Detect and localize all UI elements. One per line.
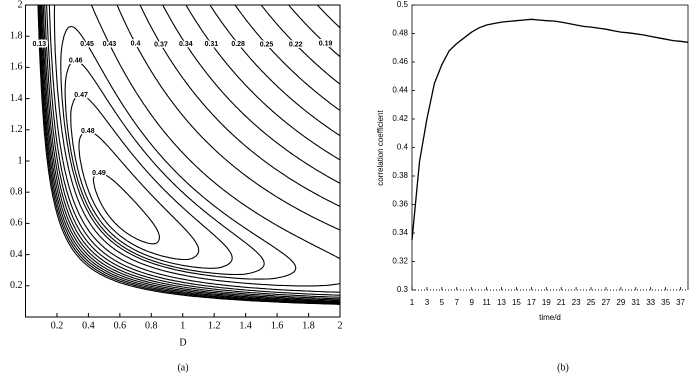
x-axis-label: D bbox=[179, 337, 186, 348]
y-tick-label: 0.4 bbox=[397, 143, 409, 152]
contour-line bbox=[92, 172, 160, 245]
y-tick-label: 1.4 bbox=[10, 93, 23, 104]
y-tick-label: 0.3 bbox=[397, 285, 409, 294]
contour-line bbox=[44, 4, 341, 298]
contour-line bbox=[38, 4, 341, 305]
x-tick-label: 1.4 bbox=[239, 320, 252, 331]
contour-line bbox=[46, 4, 341, 296]
contour-label: 0.16 bbox=[33, 41, 47, 48]
x-tick-label: 2 bbox=[338, 320, 343, 331]
contour-label: 0.49 bbox=[92, 170, 106, 177]
contour-line bbox=[40, 4, 341, 302]
y-tick-label: 0.42 bbox=[392, 114, 408, 123]
x-tick-label: 1.8 bbox=[302, 320, 315, 331]
y-tick-label: 1.6 bbox=[10, 62, 23, 73]
y-tick-label: 0.44 bbox=[392, 86, 408, 95]
x-tick-label: 7 bbox=[455, 298, 460, 307]
contour-label: 0.46 bbox=[69, 57, 83, 64]
y-tick-label: 0.2 bbox=[10, 280, 23, 291]
x-tick-label: 13 bbox=[497, 298, 506, 307]
x-tick-label: 23 bbox=[572, 298, 581, 307]
contour-label: 0.19 bbox=[319, 41, 333, 48]
x-tick-label: 33 bbox=[646, 298, 655, 307]
y-tick-label: 1.8 bbox=[10, 30, 23, 41]
contour-line bbox=[64, 59, 265, 276]
y-tick-label: 1 bbox=[18, 155, 23, 166]
y-tick-label: 0.46 bbox=[392, 57, 408, 66]
x-axis-label: time/d bbox=[539, 313, 561, 322]
x-tick-label: 0.8 bbox=[145, 320, 158, 331]
y-tick-label: 0.6 bbox=[10, 218, 23, 229]
contour-label: 0.25 bbox=[260, 41, 274, 48]
contour-label: 0.48 bbox=[81, 128, 95, 135]
contour-label: 0.28 bbox=[231, 41, 245, 48]
y-tick-label: 0.36 bbox=[392, 200, 408, 209]
x-tick-label: 15 bbox=[512, 298, 521, 307]
y-tick-label: 0.8 bbox=[10, 186, 23, 197]
contour-line bbox=[70, 94, 233, 269]
contour-label: 0.13 bbox=[32, 41, 46, 48]
y-tick-label: 0.38 bbox=[392, 171, 408, 180]
y-tick-label: 0.4 bbox=[10, 249, 23, 260]
contour-label: 0.45 bbox=[80, 41, 94, 48]
x-tick-label: 3 bbox=[425, 298, 430, 307]
contour-line bbox=[37, 4, 341, 305]
x-tick-label: 29 bbox=[616, 298, 625, 307]
contour-line bbox=[53, 4, 341, 287]
x-tick-label: 0.6 bbox=[114, 320, 127, 331]
y-axis-label: correlation coefficient bbox=[376, 110, 385, 186]
x-tick-label: 27 bbox=[601, 298, 610, 307]
x-tick-label: 5 bbox=[440, 298, 445, 307]
contour-line bbox=[41, 4, 341, 301]
contour-label: 0.31 bbox=[205, 41, 219, 48]
x-tick-label: 25 bbox=[587, 298, 596, 307]
y-tick-label: 0.32 bbox=[392, 257, 408, 266]
x-tick-label: 1.6 bbox=[271, 320, 284, 331]
contour-label: 0.4 bbox=[131, 41, 141, 48]
y-tick-label: 0.48 bbox=[392, 29, 408, 38]
contour-label: 0.22 bbox=[289, 41, 303, 48]
x-tick-label: 11 bbox=[482, 298, 491, 307]
y-tick-label: 0.5 bbox=[397, 0, 409, 9]
x-tick-label: 35 bbox=[661, 298, 670, 307]
contour-line bbox=[39, 4, 341, 303]
contour-line bbox=[60, 25, 297, 280]
x-tick-label: 19 bbox=[542, 298, 551, 307]
x-tick-label: 0.2 bbox=[51, 320, 64, 331]
contour-label: 0.34 bbox=[179, 41, 193, 48]
x-tick-label: 21 bbox=[557, 298, 566, 307]
y-tick-label: 2 bbox=[18, 0, 23, 10]
data-line bbox=[411, 18, 689, 241]
contour-label: 0.37 bbox=[154, 41, 168, 48]
x-tick-label: 1 bbox=[410, 298, 415, 307]
y-tick-label: 0.34 bbox=[392, 228, 408, 237]
x-tick-label: 37 bbox=[676, 298, 685, 307]
x-tick-label: 1 bbox=[180, 320, 185, 331]
contour-line bbox=[38, 4, 341, 304]
x-tick-label: 9 bbox=[469, 298, 474, 307]
x-tick-label: 17 bbox=[527, 298, 536, 307]
contour-line bbox=[48, 4, 341, 293]
x-tick-label: 1.2 bbox=[208, 320, 221, 331]
contour-label: 0.47 bbox=[74, 92, 88, 99]
contour-label: 0.43 bbox=[103, 41, 117, 48]
x-tick-label: 0.4 bbox=[82, 320, 95, 331]
y-tick-label: 1.2 bbox=[10, 124, 23, 135]
contour-line bbox=[42, 4, 341, 300]
caption: (b) bbox=[557, 362, 569, 373]
plot-frame bbox=[411, 4, 689, 290]
caption: (a) bbox=[177, 362, 188, 373]
x-tick-label: 31 bbox=[631, 298, 640, 307]
contour-line bbox=[78, 130, 200, 261]
